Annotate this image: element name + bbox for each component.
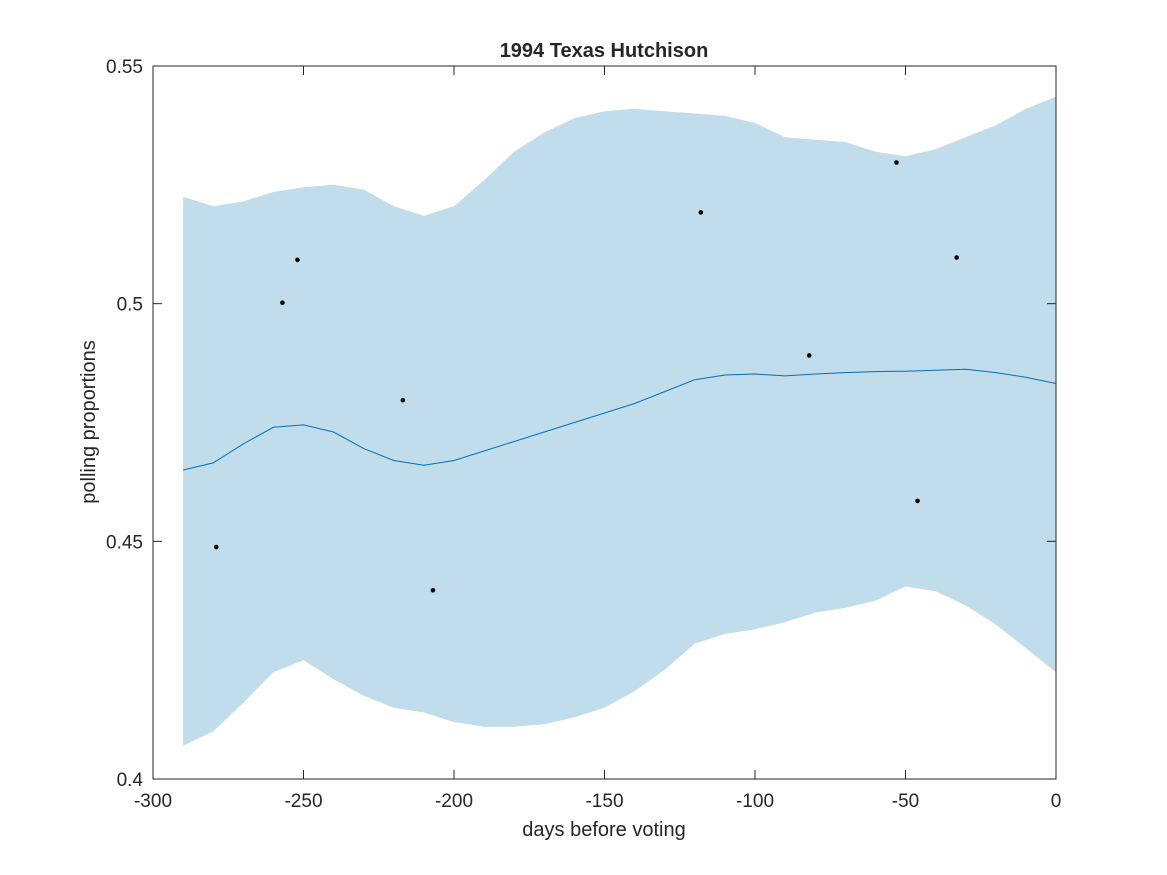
poll-point <box>280 300 285 306</box>
poll-point <box>954 255 959 260</box>
y-tick-label: 0.4 <box>117 770 144 791</box>
x-axis-label: days before voting <box>522 819 685 841</box>
poll-point <box>430 587 436 593</box>
y-tick-labels: 0.4 0.45 0.5 0.55 <box>106 57 143 791</box>
poll-point <box>295 257 300 263</box>
poll-point <box>894 160 899 165</box>
x-tick-label: -50 <box>892 791 919 812</box>
x-tick-label: -200 <box>435 791 473 812</box>
poll-points <box>213 160 959 593</box>
y-tick-label: 0.55 <box>106 57 143 78</box>
x-tick-label: -100 <box>736 791 774 812</box>
poll-point <box>698 210 704 215</box>
poll-point <box>915 498 920 504</box>
chart-title: 1994 Texas Hutchison <box>500 40 709 62</box>
poll-point <box>213 544 219 550</box>
mean-trend-line <box>182 368 1057 471</box>
y-axis-label: polling proportions <box>78 340 100 503</box>
plot-area <box>182 96 1057 746</box>
x-tick-label: -250 <box>284 791 322 812</box>
y-tick-marks <box>153 65 1056 780</box>
poll-point <box>806 353 812 358</box>
x-tick-label: 0 <box>1051 791 1062 812</box>
x-tick-marks <box>152 66 1057 779</box>
poll-point <box>400 397 406 403</box>
y-tick-label: 0.45 <box>106 532 143 553</box>
y-tick-label: 0.5 <box>117 295 143 316</box>
confidence-band <box>183 96 1057 746</box>
x-tick-labels: -300 -250 -200 -150 -100 -50 0 <box>134 791 1061 812</box>
x-tick-label: -150 <box>585 791 623 812</box>
x-tick-label: -300 <box>134 791 172 812</box>
